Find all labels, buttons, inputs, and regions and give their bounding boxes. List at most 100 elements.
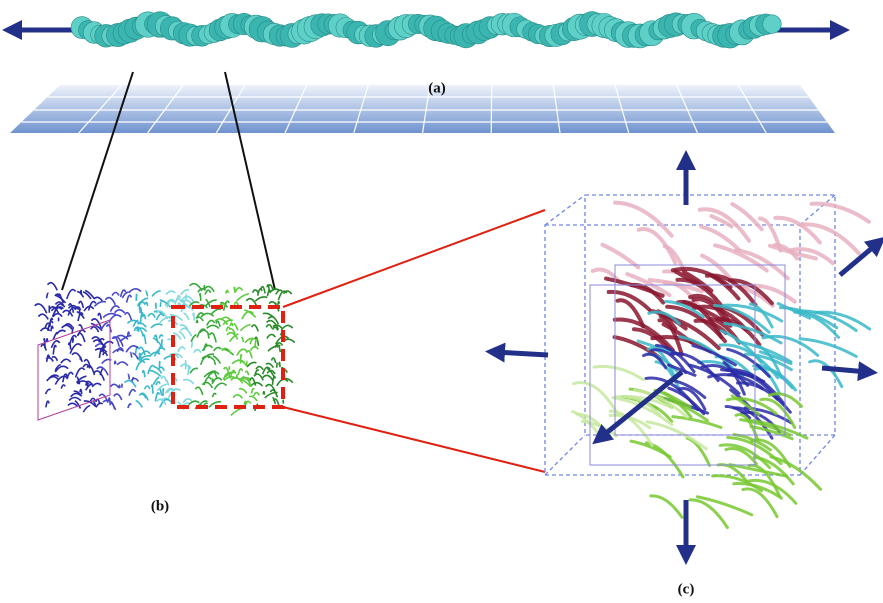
strand [230, 323, 233, 326]
strand [47, 293, 49, 298]
strand [231, 408, 243, 415]
strand [247, 351, 252, 359]
strand [210, 333, 216, 343]
strand [250, 339, 253, 344]
strand [159, 335, 163, 339]
strand [148, 314, 155, 318]
strand [272, 376, 275, 384]
strand [117, 362, 128, 366]
strand [195, 387, 202, 395]
strand [196, 320, 197, 323]
fibril [71, 12, 781, 49]
strand [145, 291, 147, 296]
strand [96, 403, 103, 407]
strand [149, 370, 161, 376]
strand [114, 394, 122, 400]
strand [277, 379, 288, 386]
strand [111, 384, 119, 387]
ribbon [602, 245, 638, 268]
page: (a) (b) (c) (() => { const data = JSON.p… [0, 0, 883, 603]
strand [142, 351, 151, 354]
strand [183, 399, 191, 403]
strand [138, 304, 140, 313]
strand [103, 353, 108, 356]
strand [251, 389, 254, 394]
strand [238, 360, 247, 365]
strand [141, 313, 143, 323]
strand [193, 313, 194, 320]
strand [98, 313, 101, 319]
strand [156, 382, 160, 385]
strand [111, 402, 115, 409]
strand [240, 355, 241, 364]
strand [183, 380, 194, 384]
strand [68, 403, 78, 406]
strand [161, 376, 166, 381]
strand [63, 310, 73, 316]
strand [245, 338, 255, 342]
strand [201, 356, 210, 365]
strand [234, 287, 235, 293]
strand [212, 393, 216, 397]
ribbon [812, 204, 869, 222]
strand [112, 292, 119, 295]
ribbon [775, 218, 820, 243]
strand [279, 362, 280, 367]
strand [178, 347, 185, 352]
strand [211, 309, 221, 314]
strand [247, 362, 256, 367]
strand [256, 367, 263, 370]
strand [109, 315, 122, 323]
strand [146, 302, 148, 306]
strand [226, 290, 229, 293]
ribbon [574, 383, 618, 415]
strand [53, 345, 56, 354]
strand [67, 290, 76, 299]
strand [265, 392, 278, 397]
strand [78, 333, 85, 342]
strand [115, 310, 125, 313]
strand [249, 396, 257, 401]
strand [267, 334, 275, 338]
strand [255, 297, 267, 301]
strand [46, 401, 49, 407]
strand [130, 353, 131, 358]
strand [254, 374, 263, 380]
strand [183, 313, 188, 320]
strand [143, 315, 146, 320]
ribbon [810, 361, 842, 387]
strand [233, 395, 242, 399]
strand [120, 336, 132, 342]
strand [105, 298, 115, 305]
zoom-line [283, 407, 545, 472]
strand [47, 377, 59, 381]
strand [148, 366, 155, 375]
outer-box [545, 195, 835, 475]
strand [61, 359, 71, 363]
strand [237, 375, 238, 379]
strand [281, 325, 292, 329]
strand [192, 342, 193, 348]
strand [251, 383, 262, 386]
strand [234, 323, 238, 330]
strand [252, 325, 259, 331]
strand [204, 286, 205, 291]
strand [254, 393, 260, 397]
strand [61, 385, 65, 389]
strand [284, 291, 292, 294]
strand [119, 385, 120, 388]
strand [107, 325, 112, 333]
strand [73, 338, 74, 343]
strand [190, 368, 198, 373]
strand [239, 389, 247, 394]
strand [94, 297, 102, 301]
ribbon [594, 367, 643, 380]
strand [79, 325, 83, 329]
strand [35, 304, 47, 313]
strand [166, 291, 175, 294]
strand [238, 369, 242, 375]
strand [157, 384, 167, 391]
zoom-line [283, 210, 545, 307]
strand [277, 345, 280, 352]
strand [91, 327, 99, 332]
